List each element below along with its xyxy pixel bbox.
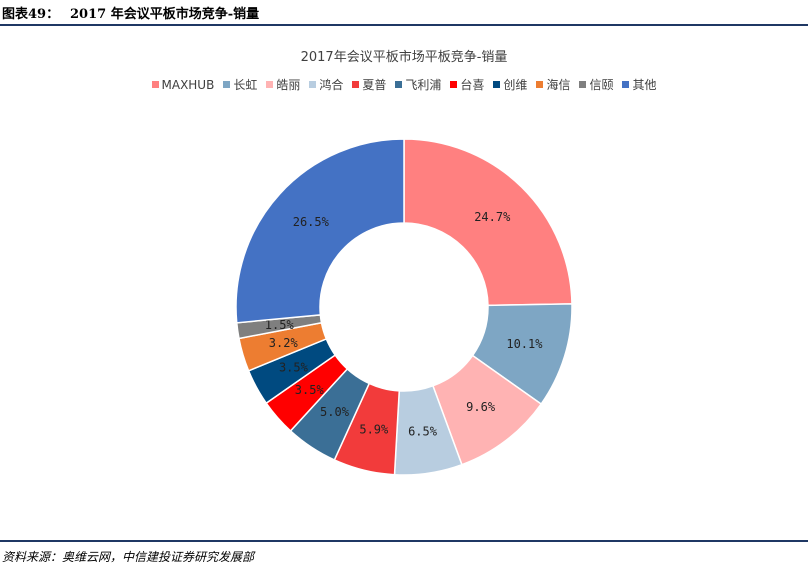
legend-label: MAXHUB — [161, 77, 215, 92]
legend-label: 信颐 — [589, 78, 614, 92]
legend-item: 鸿合 — [309, 76, 343, 93]
legend-swatch — [493, 81, 501, 88]
legend-swatch — [151, 81, 159, 88]
legend-swatch — [352, 81, 360, 88]
legend-item: 创维 — [493, 76, 527, 93]
legend-item: 皓丽 — [266, 76, 300, 93]
slice-data-label: 3.5% — [279, 360, 309, 374]
legend-swatch — [309, 81, 317, 88]
legend-label: 其他 — [632, 78, 657, 92]
legend-label: 鸿合 — [319, 78, 344, 92]
legend-item: 信颐 — [579, 76, 613, 93]
legend-swatch — [622, 81, 630, 88]
slice-data-label: 24.7% — [474, 210, 511, 224]
legend-item: 长虹 — [223, 76, 257, 93]
figure-header: 图表49： 2017 年会议平板市场竞争-销量 — [0, 0, 808, 24]
donut-slice — [235, 138, 405, 324]
chart-title: 2017年会议平板市场平板竞争-销量 — [300, 50, 508, 65]
legend-label: 夏普 — [362, 78, 387, 92]
legend-swatch — [579, 81, 587, 88]
slice-data-label: 26.5% — [293, 215, 330, 229]
figure-title: 2017 年会议平板市场竞争-销量 — [70, 7, 260, 22]
legend-swatch — [223, 81, 231, 88]
figure-label: 图表49： — [2, 7, 60, 22]
legend-item: 夏普 — [352, 76, 386, 93]
slice-data-label: 3.2% — [269, 336, 299, 350]
legend-item: 海信 — [536, 76, 570, 93]
slice-data-label: 3.5% — [295, 383, 325, 397]
slice-data-label: 5.0% — [320, 405, 350, 419]
slice-data-label: 5.9% — [359, 422, 389, 436]
chart-legend: MAXHUB 长虹 皓丽 鸿合 夏普 飞利浦 台喜 创维 海信 信颐 其他 — [0, 76, 808, 93]
legend-label: 创维 — [503, 78, 528, 92]
slice-data-label: 10.1% — [506, 337, 543, 351]
slice-data-label: 6.5% — [408, 425, 438, 439]
legend-swatch — [536, 81, 544, 88]
legend-item: 台喜 — [450, 76, 484, 93]
legend-swatch — [450, 81, 458, 88]
legend-swatch — [395, 81, 403, 88]
legend-label: 皓丽 — [276, 78, 301, 92]
legend-item: MAXHUB — [151, 76, 215, 93]
legend-label: 长虹 — [233, 78, 258, 92]
slice-data-label: 9.6% — [466, 400, 496, 414]
top-rule — [0, 24, 808, 26]
legend-label: 海信 — [546, 78, 571, 92]
legend-item: 飞利浦 — [395, 76, 441, 93]
donut-slice — [403, 138, 573, 307]
legend-label: 飞利浦 — [405, 78, 442, 92]
legend-swatch — [266, 81, 274, 88]
source-note: 资料来源：奥维云网，中信建投证券研究发展部 — [2, 550, 255, 564]
legend-label: 台喜 — [460, 78, 485, 92]
bottom-rule — [0, 540, 808, 542]
slice-data-label: 1.5% — [265, 318, 295, 332]
legend-item: 其他 — [622, 76, 656, 93]
